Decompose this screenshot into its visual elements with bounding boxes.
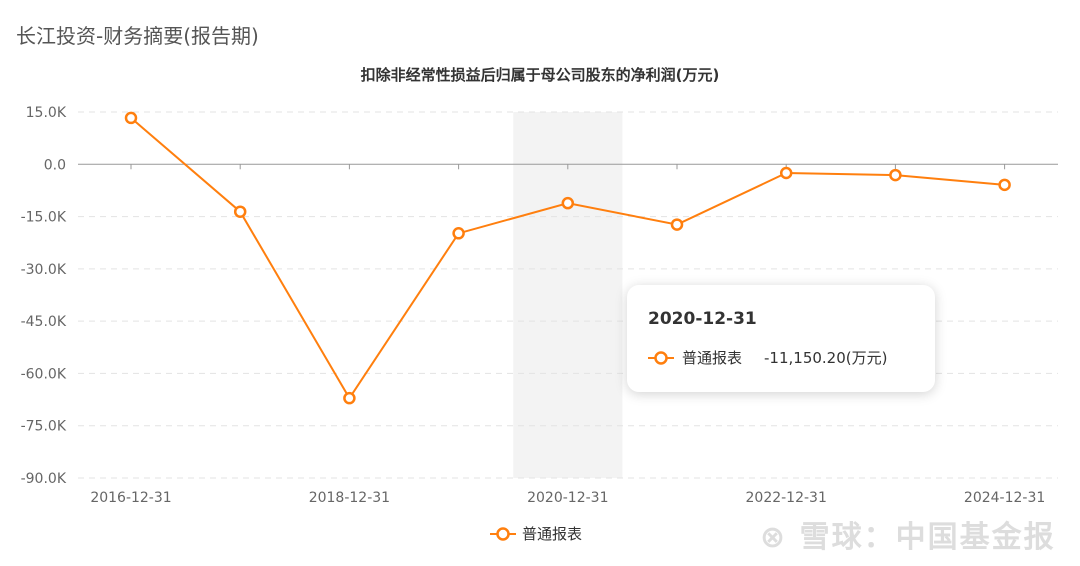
y-tick-label: -75.0K (21, 419, 67, 435)
data-point (998, 178, 1011, 192)
y-tick-label: -30.0K (21, 262, 67, 278)
data-point (889, 168, 902, 182)
data-point (124, 111, 138, 125)
y-tick-label: -90.0K (21, 471, 67, 487)
tooltip-date: 2020-12-31 (648, 309, 757, 329)
y-tick-label: -45.0K (21, 314, 67, 330)
x-tick-label: 2018-12-31 (309, 490, 390, 506)
y-tick-label: 0.0 (44, 157, 66, 173)
tooltip: 2020-12-31 普通报表 -11,150.20(万元) (627, 285, 935, 392)
data-point (779, 166, 793, 180)
data-point (343, 391, 356, 405)
series-marker-icon (648, 350, 674, 365)
chart-title: 扣除非经常性损益后归属于母公司股东的净利润(万元) (360, 66, 720, 84)
tooltip-value: -11,150.20(万元) (764, 349, 888, 367)
x-tick-label: 2020-12-31 (527, 490, 608, 506)
data-point (233, 205, 247, 218)
y-tick-label: -15.0K (21, 210, 67, 226)
xueqiu-watermark: ⊗ 雪球：中国基金报 (760, 520, 1056, 555)
legend-item[interactable]: 普通报表 (490, 523, 582, 544)
highlight-band (513, 112, 623, 478)
page-header-title: 长江投资-财务摘要(报告期) (16, 24, 259, 48)
y-tick-label: 15.0K (26, 105, 67, 121)
x-tick-label: 2016-12-31 (90, 490, 171, 506)
x-tick-label: 2024-12-31 (964, 490, 1045, 506)
y-tick-label: -60.0K (21, 366, 67, 382)
legend-label: 普通报表 (522, 525, 583, 543)
data-point (561, 196, 575, 210)
legend-marker-icon (490, 526, 516, 541)
data-point (452, 227, 465, 240)
data-point (670, 218, 684, 231)
tooltip-series: 普通报表 (682, 349, 743, 367)
x-tick-label: 2022-12-31 (746, 490, 827, 506)
